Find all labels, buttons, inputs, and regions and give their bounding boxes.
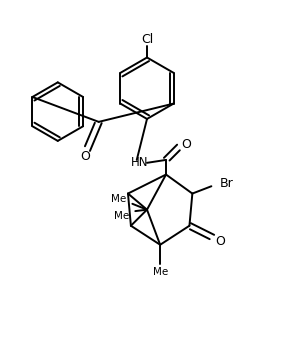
Text: Cl: Cl [141, 33, 153, 46]
Text: O: O [215, 235, 225, 249]
Text: O: O [81, 150, 91, 163]
Text: HN: HN [131, 156, 148, 169]
Text: O: O [181, 138, 191, 151]
Text: Br: Br [220, 177, 233, 190]
Text: Me: Me [114, 210, 129, 220]
Text: Me: Me [153, 267, 168, 277]
Text: Me: Me [111, 194, 126, 205]
